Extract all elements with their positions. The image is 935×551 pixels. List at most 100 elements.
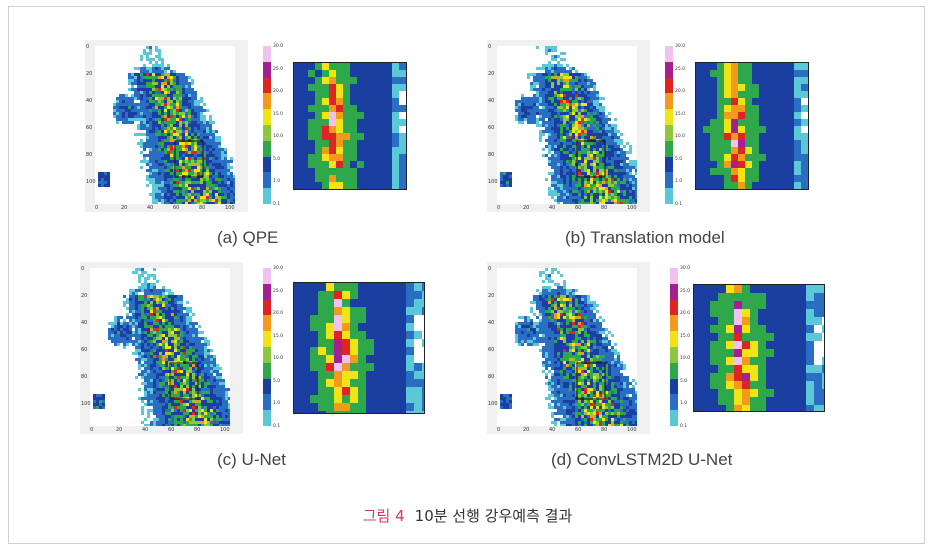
rain-cell — [150, 289, 153, 292]
zoom-rain-cell — [801, 161, 808, 168]
map-plot-frame: 0 20 40 60 80 100 0 20 40 60 80 100 — [487, 262, 650, 434]
rain-cell — [129, 319, 132, 322]
rain-cell — [152, 148, 155, 151]
rain-cell — [626, 193, 629, 196]
rain-cell — [200, 151, 203, 154]
zoom-rain-cell — [318, 291, 326, 299]
zoom-rain-cell — [318, 411, 326, 413]
rain-cell — [165, 403, 168, 406]
rain-cell — [566, 121, 569, 124]
rain-cell — [144, 295, 147, 298]
rain-cell — [191, 154, 194, 157]
rain-cell — [611, 181, 614, 184]
zoom-rain-cell — [759, 105, 766, 112]
rain-cell — [602, 145, 605, 148]
rain-cell — [150, 334, 153, 337]
zoom-rain-cell — [294, 307, 302, 315]
rain-cell — [149, 166, 152, 169]
rain-cell — [147, 316, 150, 319]
rain-cell — [551, 280, 554, 283]
rain-cell — [158, 193, 161, 196]
rain-cell — [194, 178, 197, 181]
rain-cell — [171, 391, 174, 394]
rain-cell — [155, 133, 158, 136]
rain-cell — [158, 172, 161, 175]
rain-cell — [545, 289, 548, 292]
rain-cell — [554, 94, 557, 97]
rain-cell — [188, 172, 191, 175]
rain-cell — [156, 325, 159, 328]
rain-cell — [569, 115, 572, 118]
rain-cell — [159, 421, 162, 424]
rain-cell — [584, 319, 587, 322]
rain-cell — [177, 391, 180, 394]
rain-cell — [212, 181, 215, 184]
rain-cell — [141, 298, 144, 301]
zoom-rain-cell — [310, 307, 318, 315]
rain-cell — [141, 340, 144, 343]
rain-cell — [116, 118, 119, 121]
rain-cell — [554, 139, 557, 142]
rain-cell — [119, 103, 122, 106]
rain-cell — [149, 79, 152, 82]
rain-cell — [156, 370, 159, 373]
rain-cell — [581, 151, 584, 154]
rain-cell — [143, 148, 146, 151]
rain-cell — [141, 409, 144, 412]
rain-cell — [554, 292, 557, 295]
rain-cell — [185, 88, 188, 91]
rain-cell — [158, 142, 161, 145]
rain-cell — [183, 355, 186, 358]
rain-cell — [542, 82, 545, 85]
rain-cell — [560, 121, 563, 124]
rain-cell — [599, 172, 602, 175]
rain-cell — [551, 130, 554, 133]
rain-cell — [183, 409, 186, 412]
rain-cell — [195, 400, 198, 403]
rain-cell — [230, 166, 233, 169]
rain-cell — [233, 202, 235, 204]
rain-cell — [140, 124, 143, 127]
rain-cell — [560, 301, 563, 304]
rain-cell — [161, 109, 164, 112]
rain-cell — [152, 133, 155, 136]
rain-cell — [563, 184, 566, 187]
rain-cell — [158, 124, 161, 127]
rain-cell — [161, 91, 164, 94]
rain-cell — [182, 163, 185, 166]
rain-cell — [143, 121, 146, 124]
rain-cell — [143, 109, 146, 112]
rain-cell — [180, 346, 183, 349]
zoom-rain-cell — [308, 63, 315, 70]
rain-cell — [146, 97, 149, 100]
rain-cell — [230, 178, 233, 181]
rain-cell — [153, 319, 156, 322]
zoom-rain-cell — [390, 291, 398, 299]
rain-cell — [171, 373, 174, 376]
rain-cell — [539, 82, 542, 85]
rain-cell — [143, 52, 146, 55]
rain-cell — [158, 85, 161, 88]
rain-cell — [587, 169, 590, 172]
rain-cell — [590, 316, 593, 319]
rain-cell — [164, 118, 167, 121]
zoom-rain-cell — [766, 63, 773, 70]
colorbar-segment — [665, 46, 673, 62]
rain-cell — [153, 274, 156, 277]
rain-cell — [101, 175, 104, 178]
zoom-rain-cell — [398, 331, 406, 339]
rain-cell — [158, 70, 161, 73]
rain-cell — [584, 79, 587, 82]
rain-cell — [530, 103, 533, 106]
rain-cell — [605, 175, 608, 178]
rain-cell — [165, 310, 168, 313]
rain-cell — [195, 403, 198, 406]
rain-cell — [557, 289, 560, 292]
rain-cell — [200, 166, 203, 169]
rain-cell — [551, 166, 554, 169]
rain-cell — [134, 94, 137, 97]
rain-cell — [147, 343, 150, 346]
rain-cell — [198, 424, 201, 426]
rain-cell — [221, 196, 224, 199]
colorbar-tick-label: 20.0 — [273, 311, 284, 317]
